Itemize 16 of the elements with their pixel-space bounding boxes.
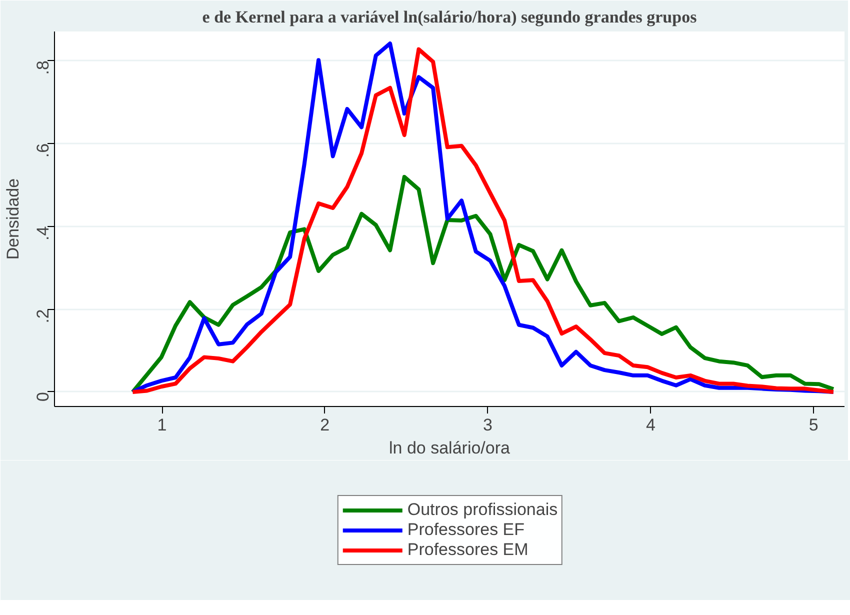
y-tick-label: .4 [34, 226, 52, 240]
y-tick-label: .8 [34, 60, 52, 75]
y-tick-label: 0 [34, 392, 52, 402]
legend-label: Professores EM [407, 540, 528, 560]
legend-label: Outros profissionais [407, 500, 558, 520]
y-tick-label: .2 [34, 309, 52, 324]
y-axis-title: Densidade [4, 178, 22, 260]
chart-title: e de Kernel para a variável ln(salário/hora) segundo grandes grupos [202, 8, 698, 26]
legend-label: Professores EF [407, 520, 525, 540]
x-tick-label: 5 [808, 416, 818, 434]
x-tick-label: 4 [646, 416, 656, 434]
x-tick-label: 1 [157, 416, 167, 434]
y-tick-label: .6 [34, 143, 52, 158]
x-tick-label: 2 [320, 416, 330, 434]
x-tick-label: 3 [483, 416, 493, 434]
x-axis-title: ln do salário/ora [389, 438, 511, 458]
